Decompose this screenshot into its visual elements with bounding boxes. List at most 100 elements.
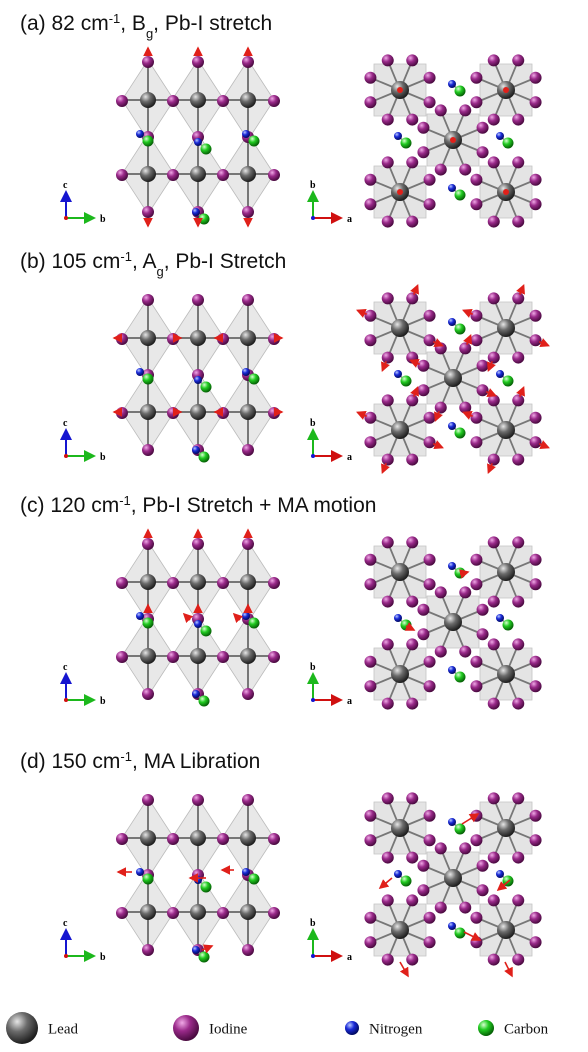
atom (199, 452, 210, 463)
atom (530, 198, 542, 210)
atom (394, 614, 402, 622)
atom (455, 190, 466, 201)
atom (364, 936, 376, 948)
atom (459, 646, 471, 658)
atom (391, 421, 409, 439)
atom (424, 436, 436, 448)
atom (448, 80, 456, 88)
displacement-arrow (358, 412, 367, 416)
atom (167, 333, 179, 345)
atom (190, 92, 206, 108)
atom (488, 698, 500, 710)
atom (140, 92, 156, 108)
atom (470, 334, 482, 346)
atom (470, 174, 482, 186)
atom (512, 292, 524, 304)
atom (503, 376, 514, 387)
title-segment: g (146, 26, 153, 41)
atom (364, 656, 376, 668)
displacement-dot (397, 87, 403, 93)
title-segment: -1 (120, 749, 132, 764)
atom (201, 626, 212, 637)
atom (364, 198, 376, 210)
atom (530, 834, 542, 846)
atom (512, 394, 524, 406)
atom (459, 902, 471, 914)
atom (435, 104, 447, 116)
atom (417, 604, 429, 616)
atom (406, 454, 418, 466)
atom (424, 834, 436, 846)
atom (530, 936, 542, 948)
atom (194, 376, 202, 384)
atom (530, 96, 542, 108)
atom (488, 954, 500, 966)
atom (167, 577, 179, 589)
displacement-arrow (435, 411, 439, 420)
panel-title: (b) 105 cm-1, Ag, Pb-I Stretch (20, 249, 286, 279)
atom (470, 834, 482, 846)
atom (435, 842, 447, 854)
atom (488, 596, 500, 608)
atom (382, 352, 394, 364)
atom (497, 819, 515, 837)
atom (444, 369, 462, 387)
displacement-arrow (488, 361, 492, 370)
atom (140, 404, 156, 420)
atom (143, 136, 154, 147)
atom (470, 198, 482, 210)
atom (142, 944, 154, 956)
atom (192, 946, 200, 954)
atom (512, 792, 524, 804)
atom (496, 370, 504, 378)
atom (268, 169, 280, 181)
atom (192, 794, 204, 806)
atom (140, 574, 156, 590)
atom (417, 122, 429, 134)
atom (470, 912, 482, 924)
atom (455, 672, 466, 683)
atom (382, 894, 394, 906)
atom (240, 830, 256, 846)
atom (417, 628, 429, 640)
atom (406, 394, 418, 406)
atom (192, 538, 204, 550)
atom (382, 852, 394, 864)
atom (459, 586, 471, 598)
atom (497, 563, 515, 581)
atom (217, 577, 229, 589)
atom (142, 538, 154, 550)
displacement-dot (450, 137, 456, 143)
panel-title: (c) 120 cm-1, Pb-I Stretch + MA motion (20, 493, 376, 518)
axis-label: c (63, 180, 68, 191)
axis-origin (311, 698, 315, 702)
axis-origin (311, 454, 315, 458)
atom (512, 216, 524, 228)
atom (268, 577, 280, 589)
axis-origin (311, 216, 315, 220)
atom (143, 874, 154, 885)
atom (391, 563, 409, 581)
atom (242, 794, 254, 806)
atom (249, 374, 260, 385)
axis-origin (64, 454, 68, 458)
atom (459, 164, 471, 176)
axis-label: c (63, 418, 68, 429)
atom (435, 402, 447, 414)
displacement-arrow (520, 388, 524, 397)
atom (444, 869, 462, 887)
panel-title: (d) 150 cm-1, MA Libration (20, 749, 260, 774)
atom (142, 794, 154, 806)
atom (512, 852, 524, 864)
atom (448, 184, 456, 192)
atom (417, 860, 429, 872)
legend-swatch (173, 1015, 199, 1041)
atom (382, 54, 394, 66)
atom (512, 894, 524, 906)
atom (364, 412, 376, 424)
figure: (a) 82 cm-1, Bg, Pb-I stretchcbba(b) 105… (0, 0, 588, 1052)
atom (406, 894, 418, 906)
atom (136, 868, 144, 876)
legend-label: Lead (48, 1021, 78, 1037)
axis-label: b (310, 418, 316, 429)
